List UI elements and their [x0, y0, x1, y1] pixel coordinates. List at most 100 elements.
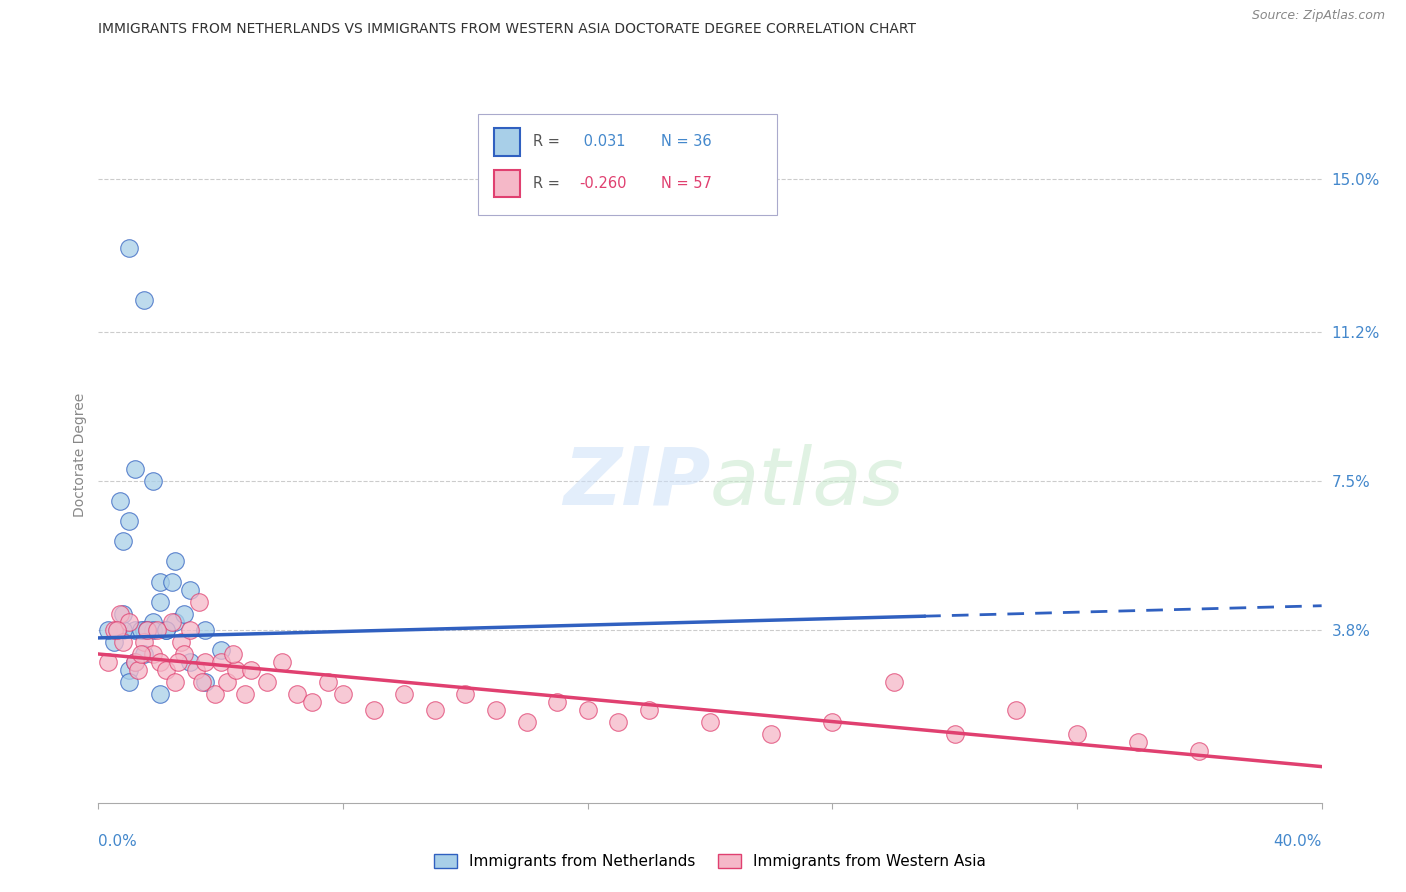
Point: [160, 574, 183, 589]
Text: R =: R =: [533, 176, 564, 191]
Point: [124, 655, 146, 669]
Point: [97, 655, 120, 669]
Point: [111, 534, 134, 549]
Point: [97, 623, 120, 637]
Point: [188, 595, 211, 609]
Point: [155, 663, 177, 677]
Point: [136, 623, 159, 637]
Point: [149, 595, 172, 609]
Point: [111, 607, 134, 621]
Point: [142, 474, 165, 488]
Point: [821, 715, 844, 730]
Point: [485, 703, 508, 717]
Point: [179, 655, 201, 669]
Text: -0.260: -0.260: [579, 176, 627, 191]
Point: [222, 647, 245, 661]
Point: [194, 675, 217, 690]
Point: [285, 687, 308, 701]
Text: R =: R =: [533, 135, 564, 149]
Point: [142, 647, 165, 661]
Y-axis label: Doctorate Degree: Doctorate Degree: [73, 392, 87, 517]
Point: [194, 655, 217, 669]
Point: [105, 623, 128, 637]
Point: [454, 687, 477, 701]
Point: [111, 623, 134, 637]
Point: [256, 675, 278, 690]
Point: [209, 655, 232, 669]
Point: [163, 615, 186, 629]
Point: [103, 635, 125, 649]
Point: [105, 623, 128, 637]
Point: [191, 675, 214, 690]
Point: [118, 514, 141, 528]
Point: [170, 635, 193, 649]
Point: [270, 655, 292, 669]
Point: [699, 715, 721, 730]
Point: [1066, 727, 1088, 741]
Point: [301, 695, 323, 709]
Point: [215, 675, 238, 690]
Point: [136, 623, 159, 637]
Bar: [494, 128, 520, 156]
Point: [127, 663, 149, 677]
Point: [155, 623, 177, 637]
Text: 0.031: 0.031: [579, 135, 626, 149]
Point: [134, 623, 156, 637]
Point: [118, 675, 141, 690]
Point: [194, 623, 217, 637]
Bar: [494, 169, 520, 197]
Point: [1128, 735, 1150, 749]
Point: [142, 615, 165, 629]
Legend: Immigrants from Netherlands, Immigrants from Western Asia: Immigrants from Netherlands, Immigrants …: [427, 848, 993, 875]
Point: [883, 675, 905, 690]
Point: [155, 623, 177, 637]
Point: [108, 494, 131, 508]
Point: [145, 623, 167, 637]
Point: [167, 655, 190, 669]
Point: [392, 687, 416, 701]
Point: [546, 695, 568, 709]
Point: [111, 635, 134, 649]
Text: Source: ZipAtlas.com: Source: ZipAtlas.com: [1251, 9, 1385, 22]
Point: [1188, 743, 1211, 757]
Point: [163, 554, 186, 568]
Point: [134, 647, 156, 661]
Point: [124, 623, 146, 637]
Text: 40.0%: 40.0%: [1274, 834, 1322, 849]
Point: [142, 623, 165, 637]
Point: [576, 703, 599, 717]
Point: [204, 687, 226, 701]
Text: IMMIGRANTS FROM NETHERLANDS VS IMMIGRANTS FROM WESTERN ASIA DOCTORATE DEGREE COR: IMMIGRANTS FROM NETHERLANDS VS IMMIGRANT…: [98, 22, 917, 37]
Point: [516, 715, 538, 730]
Point: [233, 687, 256, 701]
Point: [179, 623, 201, 637]
Point: [118, 615, 141, 629]
Point: [149, 574, 172, 589]
Point: [129, 623, 152, 637]
Text: ZIP: ZIP: [562, 443, 710, 522]
Point: [1004, 703, 1026, 717]
Point: [316, 675, 339, 690]
Point: [240, 663, 263, 677]
Point: [179, 582, 201, 597]
Text: N = 57: N = 57: [661, 176, 711, 191]
Point: [943, 727, 966, 741]
Text: atlas: atlas: [710, 443, 905, 522]
Point: [637, 703, 661, 717]
Point: [209, 643, 232, 657]
Point: [160, 615, 183, 629]
Point: [134, 635, 156, 649]
Point: [129, 647, 152, 661]
Point: [225, 663, 247, 677]
Point: [363, 703, 385, 717]
Point: [173, 647, 195, 661]
Point: [103, 623, 125, 637]
Point: [759, 727, 782, 741]
Point: [163, 675, 186, 690]
Point: [118, 241, 141, 255]
Point: [124, 655, 146, 669]
Point: [423, 703, 446, 717]
Point: [124, 462, 146, 476]
Text: 0.0%: 0.0%: [98, 834, 138, 849]
Point: [186, 663, 208, 677]
